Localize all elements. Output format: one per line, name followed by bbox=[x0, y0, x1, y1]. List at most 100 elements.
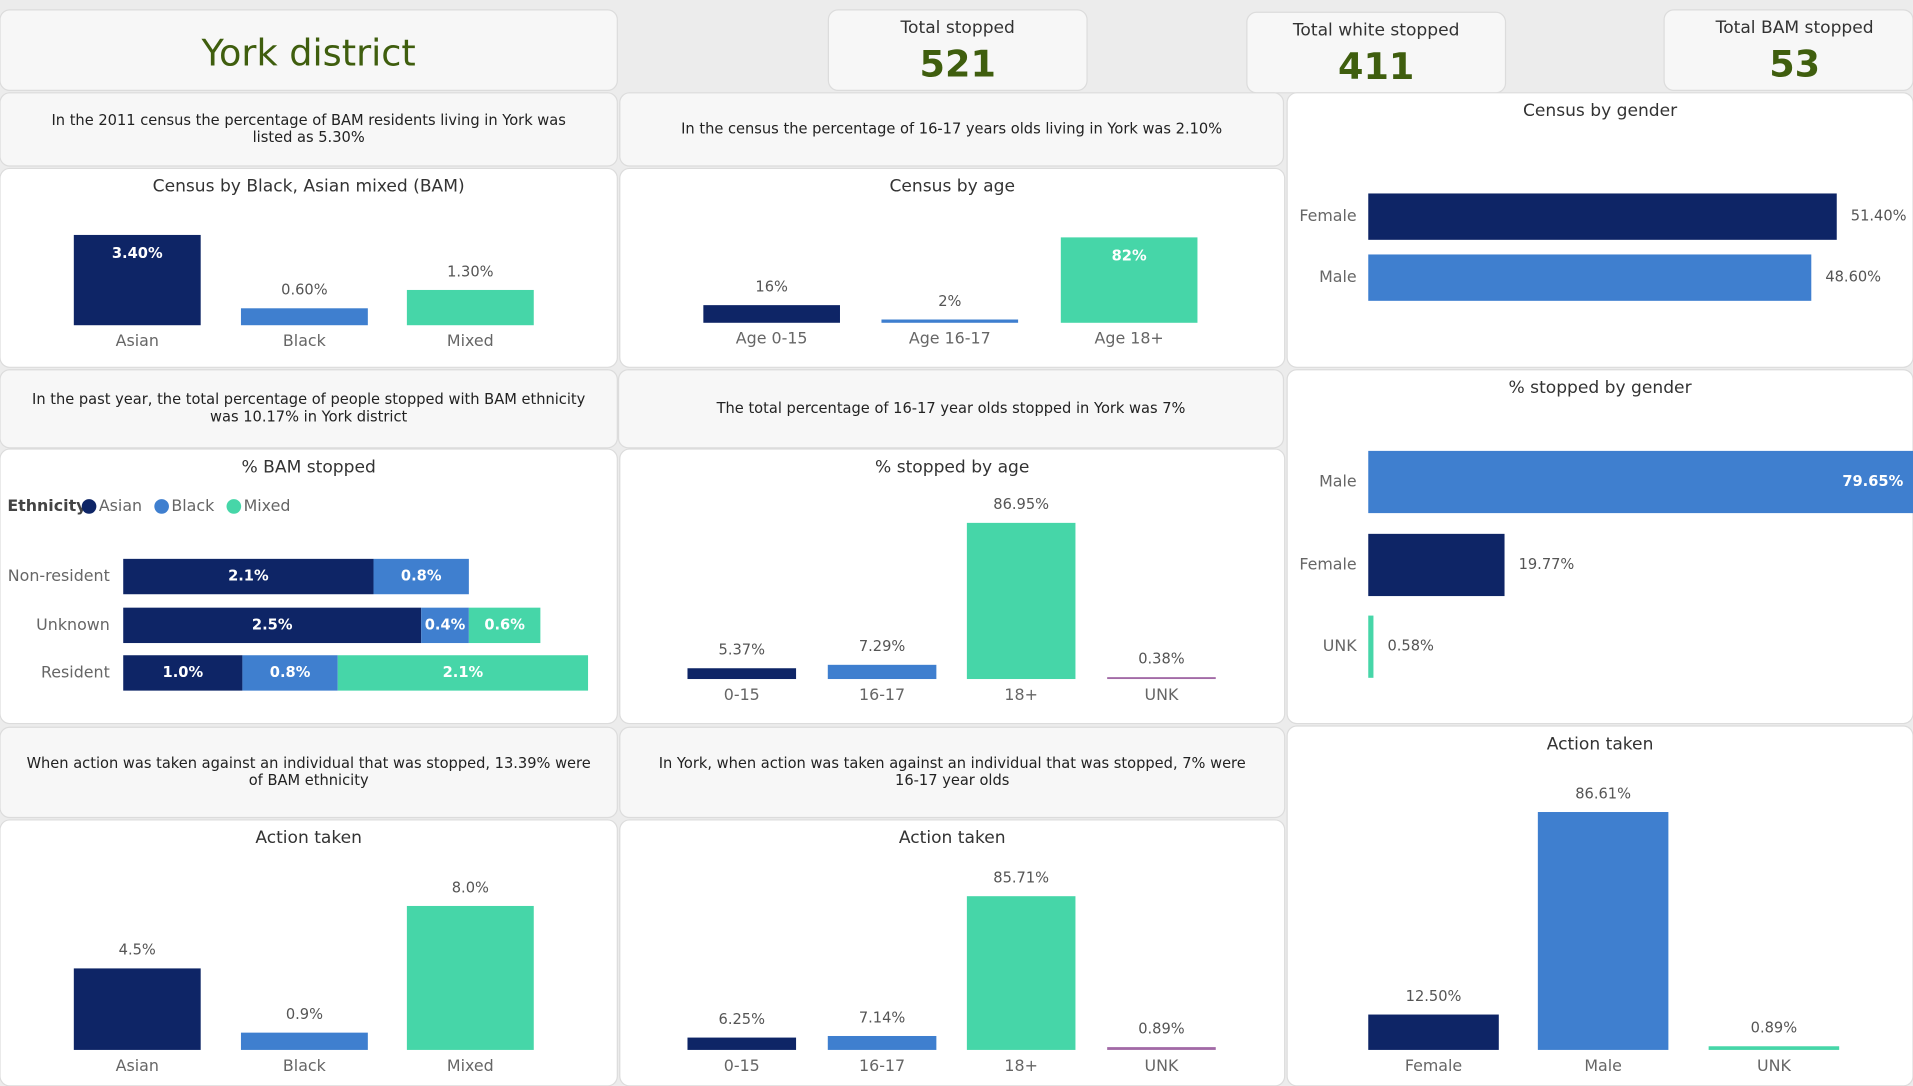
bar-segment bbox=[337, 655, 589, 691]
chart-title: Action taken bbox=[1547, 734, 1654, 754]
bar bbox=[1537, 812, 1669, 1050]
data-label: 0.6% bbox=[484, 616, 525, 633]
panel bbox=[619, 92, 1285, 167]
data-label: 0.38% bbox=[1138, 650, 1185, 667]
chart-title: Census by gender bbox=[1523, 101, 1678, 121]
data-label: 16% bbox=[755, 278, 788, 295]
note-text: In York, when action was taken against a… bbox=[659, 755, 1246, 772]
x-tick-label: Black bbox=[283, 331, 327, 350]
y-tick-label: Male bbox=[1319, 471, 1357, 490]
bar-segment bbox=[123, 655, 243, 691]
data-label: 0.9% bbox=[286, 1006, 323, 1023]
data-label: 0.8% bbox=[401, 568, 442, 585]
bar bbox=[1368, 1014, 1499, 1050]
bar bbox=[1368, 193, 1837, 240]
note-text: In the 2011 census the percentage of BAM… bbox=[51, 112, 565, 129]
kpi-value: 521 bbox=[920, 42, 996, 85]
x-tick-label: 0-15 bbox=[724, 685, 760, 704]
data-label: 85.71% bbox=[993, 870, 1049, 887]
data-label: 1.0% bbox=[163, 664, 204, 681]
y-tick-label: Female bbox=[1299, 206, 1356, 225]
panel bbox=[0, 726, 618, 819]
bar bbox=[406, 905, 534, 1050]
bar bbox=[406, 289, 534, 326]
data-label: 86.61% bbox=[1575, 785, 1631, 802]
y-tick-label: Non-resident bbox=[8, 566, 110, 585]
legend-title: Ethnicity bbox=[7, 496, 87, 515]
x-tick-label: Black bbox=[283, 1056, 327, 1075]
bar bbox=[827, 664, 937, 680]
x-tick-label: 18+ bbox=[1004, 1056, 1037, 1075]
bar bbox=[687, 1037, 797, 1050]
data-label: 48.60% bbox=[1825, 269, 1881, 286]
bar-segment bbox=[123, 558, 374, 595]
data-label: 19.77% bbox=[1519, 556, 1575, 573]
chart-title: % stopped by age bbox=[875, 457, 1029, 477]
data-label: 8.0% bbox=[452, 879, 489, 896]
kpi-value: 411 bbox=[1338, 45, 1414, 88]
x-tick-label: Mixed bbox=[447, 1056, 494, 1075]
bar-segment bbox=[123, 607, 422, 644]
data-label: 2% bbox=[938, 293, 961, 310]
data-label: 1.30% bbox=[447, 263, 494, 280]
data-label: 6.25% bbox=[719, 1011, 766, 1028]
bar-segment bbox=[373, 558, 469, 595]
kpi-value: 53 bbox=[1769, 42, 1820, 85]
panel bbox=[827, 9, 1088, 91]
x-tick-label: Age 18+ bbox=[1095, 329, 1164, 348]
bar bbox=[881, 319, 1019, 323]
x-tick-label: 16-17 bbox=[859, 685, 905, 704]
chart-title: % BAM stopped bbox=[242, 457, 376, 477]
data-label: 2.1% bbox=[228, 568, 269, 585]
data-label: 86.95% bbox=[993, 496, 1049, 513]
bar bbox=[687, 668, 797, 680]
bar bbox=[240, 308, 368, 326]
note-text: When action was taken against an individ… bbox=[27, 755, 591, 772]
bar bbox=[827, 1035, 937, 1050]
panel bbox=[619, 726, 1286, 819]
note-text: The total percentage of 16-17 year olds … bbox=[716, 400, 1186, 417]
x-tick-label: 16-17 bbox=[859, 1056, 905, 1075]
note-text: 16-17 year olds bbox=[895, 772, 1009, 789]
note-text: of BAM ethnicity bbox=[249, 772, 369, 789]
legend-marker bbox=[81, 499, 97, 514]
kpi-label: Total white stopped bbox=[1292, 21, 1460, 41]
x-tick-label: Mixed bbox=[447, 331, 494, 350]
legend-marker bbox=[154, 499, 169, 514]
note-text: was 10.17% in York district bbox=[210, 408, 407, 425]
x-tick-label: Female bbox=[1405, 1056, 1462, 1075]
x-tick-label: UNK bbox=[1757, 1056, 1791, 1075]
bar bbox=[73, 234, 201, 326]
chart-title: Census by Black, Asian mixed (BAM) bbox=[153, 177, 465, 197]
data-label: 0.89% bbox=[1138, 1020, 1185, 1037]
data-label: 2.1% bbox=[443, 664, 484, 681]
data-label: 3.40% bbox=[112, 245, 163, 262]
kpi-label: Total BAM stopped bbox=[1715, 18, 1874, 38]
note-text: In the past year, the total percentage o… bbox=[32, 391, 586, 408]
bar bbox=[240, 1032, 368, 1050]
x-tick-label: Age 0-15 bbox=[736, 329, 808, 348]
x-tick-label: Asian bbox=[116, 1056, 159, 1075]
panel bbox=[1663, 9, 1913, 91]
note-text: In the census the percentage of 16-17 ye… bbox=[681, 120, 1222, 137]
chart-title: % stopped by gender bbox=[1509, 378, 1693, 398]
bar bbox=[1368, 254, 1812, 301]
y-tick-label: Male bbox=[1319, 267, 1357, 286]
kpi-label: Total stopped bbox=[900, 18, 1015, 38]
data-label: 0.8% bbox=[270, 664, 311, 681]
chart-title: Action taken bbox=[255, 828, 362, 848]
data-label: 79.65% bbox=[1842, 473, 1903, 490]
data-label: 82% bbox=[1112, 247, 1147, 264]
bar-segment bbox=[242, 655, 338, 691]
data-label: 7.14% bbox=[859, 1009, 906, 1026]
data-label: 0.60% bbox=[281, 282, 328, 299]
data-label: 0.4% bbox=[425, 616, 466, 633]
y-tick-label: Unknown bbox=[36, 615, 110, 634]
data-label: 51.40% bbox=[1851, 208, 1907, 225]
chart-title: Census by age bbox=[889, 177, 1015, 197]
panel bbox=[619, 448, 1286, 725]
legend-label: Black bbox=[171, 496, 215, 515]
dashboard-title: York district bbox=[201, 31, 416, 74]
x-tick-label: Asian bbox=[116, 331, 159, 350]
